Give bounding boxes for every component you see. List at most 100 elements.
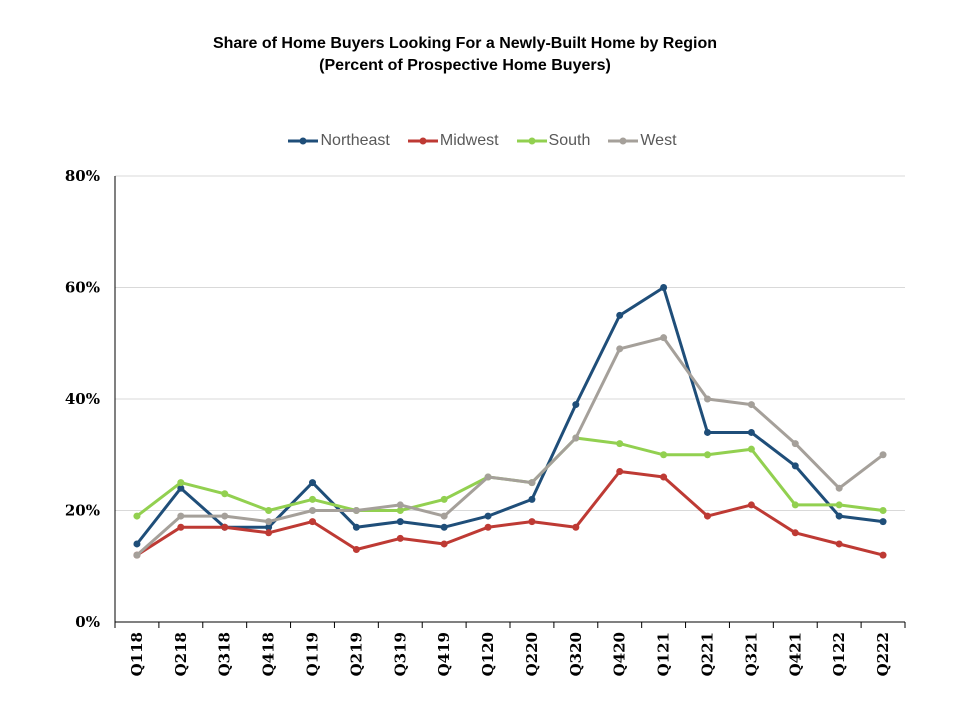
data-point-northeast bbox=[484, 512, 492, 520]
data-point-midwest bbox=[528, 518, 536, 526]
legend-label-west: West bbox=[640, 132, 677, 149]
data-point-midwest bbox=[484, 523, 492, 531]
x-tick-label: Q220 bbox=[523, 632, 541, 676]
legend-item-northeast: Northeast bbox=[288, 132, 390, 150]
data-point-west bbox=[616, 345, 624, 353]
x-tick-label: Q321 bbox=[742, 632, 760, 676]
legend-label-midwest: Midwest bbox=[439, 132, 499, 149]
data-point-south bbox=[704, 451, 711, 459]
data-point-northeast bbox=[572, 401, 580, 409]
y-tick-label: 20% bbox=[65, 502, 100, 520]
data-point-midwest bbox=[352, 546, 360, 554]
data-point-west bbox=[265, 518, 273, 526]
data-point-northeast bbox=[528, 495, 536, 503]
data-point-west bbox=[133, 551, 141, 559]
data-point-south bbox=[440, 495, 448, 503]
legend-item-midwest: Midwest bbox=[407, 132, 499, 150]
data-point-northeast bbox=[660, 284, 668, 291]
data-point-northeast bbox=[265, 523, 273, 531]
data-point-northeast bbox=[133, 540, 141, 548]
data-point-midwest bbox=[791, 529, 799, 537]
x-tick-label: Q218 bbox=[172, 632, 190, 676]
y-tick-label: 40% bbox=[65, 390, 100, 408]
data-point-south bbox=[396, 507, 404, 514]
x-tick-label: Q219 bbox=[347, 632, 365, 676]
data-point-northeast bbox=[747, 428, 755, 436]
data-point-west bbox=[484, 473, 492, 481]
x-tick-label: Q222 bbox=[874, 632, 892, 676]
data-point-west bbox=[440, 512, 448, 520]
x-tick-label: Q419 bbox=[435, 632, 453, 676]
series-line-midwest bbox=[136, 470, 884, 557]
data-point-south bbox=[747, 445, 755, 453]
data-point-west bbox=[396, 501, 404, 509]
legend-item-south: South bbox=[516, 132, 591, 150]
data-point-south bbox=[791, 501, 799, 509]
data-point-midwest bbox=[747, 501, 755, 509]
x-tick-label: Q121 bbox=[655, 632, 673, 676]
legend-label-northeast: Northeast bbox=[320, 132, 390, 149]
data-point-northeast bbox=[791, 462, 799, 470]
data-point-west bbox=[309, 507, 316, 514]
legend-item-west: West bbox=[608, 132, 677, 150]
data-point-midwest bbox=[835, 540, 843, 548]
legend-label-south: South bbox=[548, 132, 591, 149]
data-point-midwest bbox=[879, 551, 887, 559]
data-point-northeast bbox=[704, 428, 711, 436]
x-tick-label: Q119 bbox=[304, 632, 322, 676]
data-point-northeast bbox=[440, 523, 448, 531]
data-point-south bbox=[265, 507, 273, 514]
data-point-south bbox=[221, 490, 229, 498]
series-line-northeast bbox=[135, 286, 884, 545]
data-point-midwest bbox=[440, 540, 448, 548]
data-point-west bbox=[747, 401, 755, 409]
data-point-northeast bbox=[879, 518, 887, 526]
data-point-west bbox=[221, 512, 229, 520]
data-point-west bbox=[879, 451, 887, 459]
data-point-west bbox=[704, 395, 711, 403]
x-tick-label: Q221 bbox=[699, 632, 717, 676]
x-tick-label: Q418 bbox=[260, 632, 278, 676]
legend-swatch-midwest bbox=[407, 137, 438, 145]
chart-title-line: Share of Home Buyers Looking For a Newly… bbox=[212, 35, 718, 52]
x-tick-label: Q320 bbox=[567, 632, 585, 676]
data-point-south bbox=[177, 479, 185, 487]
data-point-northeast bbox=[309, 479, 316, 487]
data-point-midwest bbox=[616, 467, 624, 475]
data-point-south bbox=[616, 440, 624, 448]
chart-title: Share of Home Buyers Looking For a Newly… bbox=[0, 33, 930, 77]
y-tick-label: 0% bbox=[75, 613, 100, 631]
data-point-midwest bbox=[177, 523, 185, 531]
data-point-northeast bbox=[616, 311, 624, 319]
x-tick-label: Q318 bbox=[216, 632, 234, 676]
data-point-northeast bbox=[177, 484, 185, 492]
series-line-west bbox=[135, 336, 885, 557]
x-tick-label: Q118 bbox=[128, 632, 146, 676]
data-point-south bbox=[309, 495, 316, 503]
y-tick-label: 80% bbox=[65, 167, 100, 185]
x-tick-label: Q420 bbox=[611, 632, 629, 676]
data-point-midwest bbox=[396, 534, 404, 542]
data-point-west bbox=[660, 334, 668, 342]
data-point-west bbox=[177, 512, 185, 520]
data-point-northeast bbox=[352, 523, 360, 531]
data-point-midwest bbox=[221, 523, 229, 531]
series-line-south bbox=[135, 436, 884, 518]
data-point-west bbox=[835, 484, 843, 492]
chart-subtitle-line: (Percent of Prospective Home Buyers) bbox=[319, 57, 611, 74]
data-point-south bbox=[835, 501, 843, 509]
data-point-midwest bbox=[309, 518, 316, 526]
x-tick-label: Q120 bbox=[479, 632, 497, 676]
data-point-northeast bbox=[396, 518, 404, 526]
legend-swatch-south bbox=[516, 137, 547, 145]
x-tick-label: Q319 bbox=[391, 632, 409, 676]
chart-legend: Northeast Midwest South West bbox=[0, 132, 960, 150]
data-point-midwest bbox=[660, 473, 668, 481]
data-point-south bbox=[660, 451, 668, 459]
legend-swatch-northeast bbox=[288, 137, 319, 145]
data-point-midwest bbox=[572, 523, 580, 531]
data-point-midwest bbox=[265, 529, 273, 537]
data-point-south bbox=[133, 512, 141, 520]
y-tick-label: 60% bbox=[65, 279, 100, 297]
